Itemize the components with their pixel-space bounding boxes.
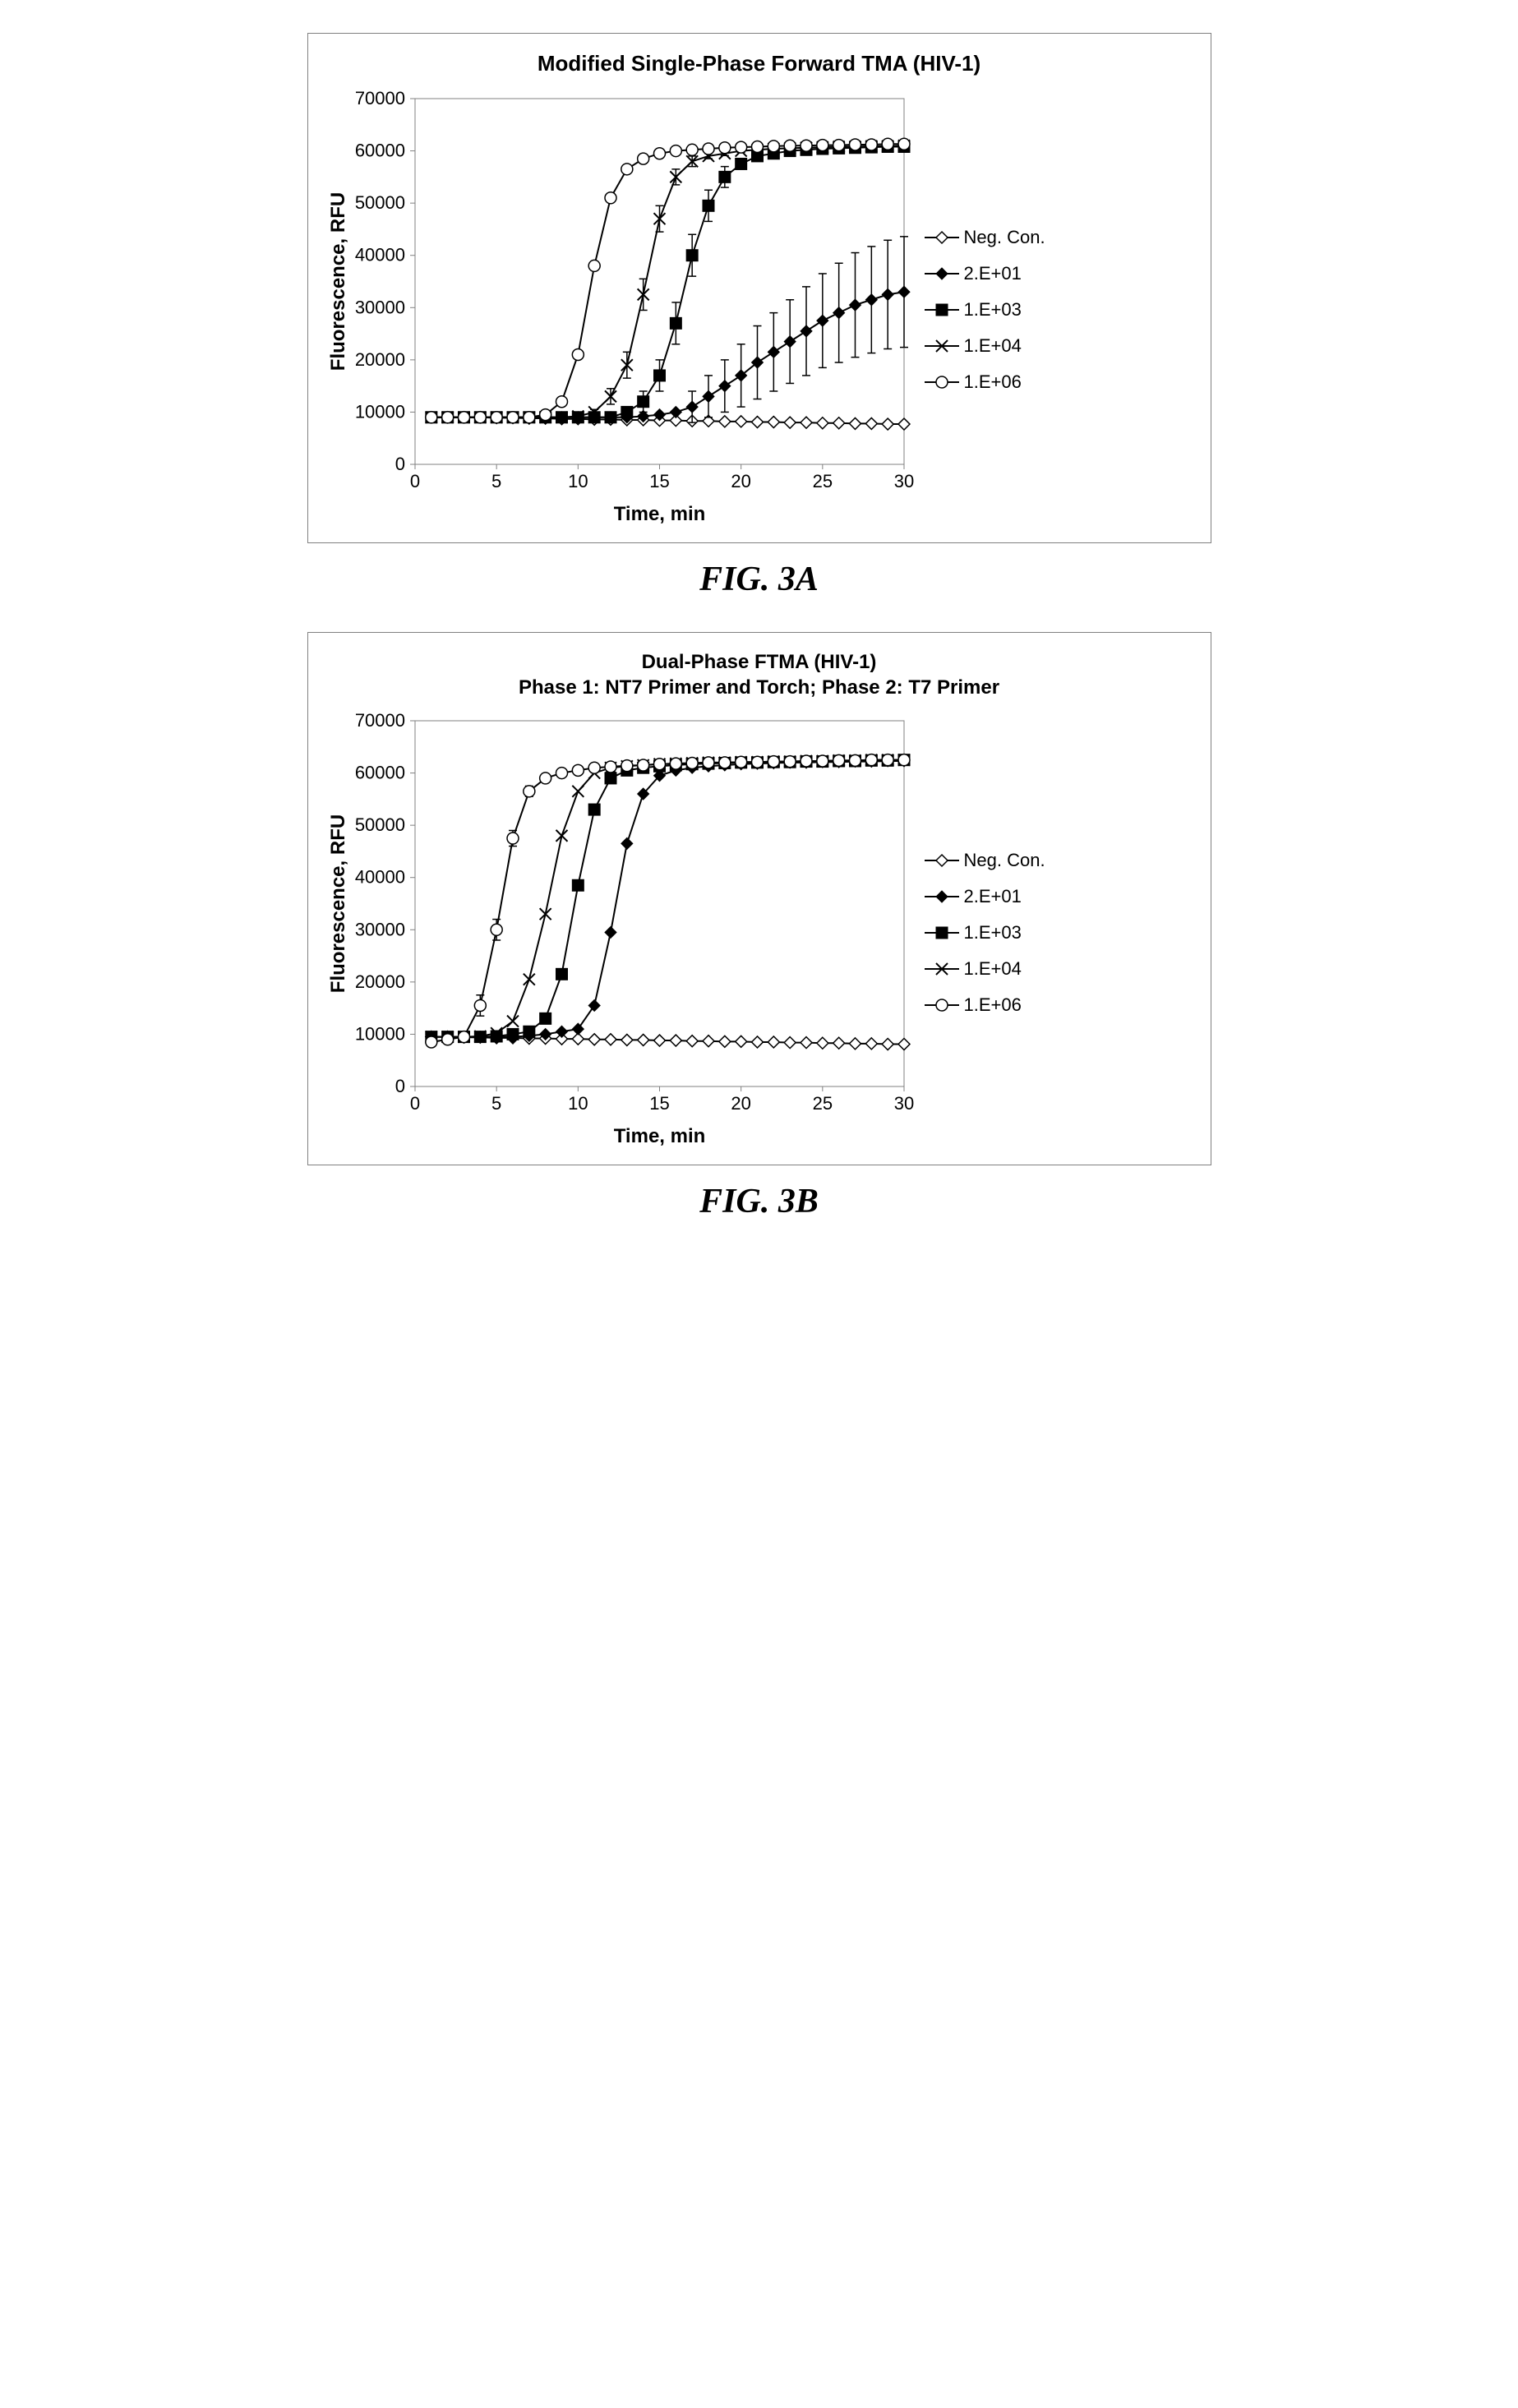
title-line-1: Dual-Phase FTMA (HIV-1) bbox=[642, 651, 877, 673]
figure-3b: Dual-Phase FTMA (HIV-1) Phase 1: NT7 Pri… bbox=[307, 632, 1211, 1221]
svg-text:30: 30 bbox=[893, 1093, 913, 1114]
legend-marker-icon bbox=[925, 999, 959, 1012]
svg-text:10: 10 bbox=[568, 1093, 588, 1114]
svg-text:Time, min: Time, min bbox=[613, 1125, 705, 1147]
chart-title-a: Modified Single-Phase Forward TMA (HIV-1… bbox=[538, 50, 980, 78]
svg-text:0: 0 bbox=[394, 454, 404, 474]
chart-row-a: 0 5 10 15 20 25 30 0 10000 20000 30000 40000 50000 60… bbox=[325, 86, 1194, 534]
legend-marker-icon bbox=[925, 303, 959, 316]
title-line-2: Phase 1: NT7 Primer and Torch; Phase 2: … bbox=[519, 676, 999, 699]
legend-item: 1.E+03 bbox=[925, 922, 1045, 943]
legend-label: 1.E+06 bbox=[964, 994, 1022, 1016]
svg-text:10: 10 bbox=[568, 471, 588, 491]
svg-text:20: 20 bbox=[731, 1093, 750, 1114]
svg-text:25: 25 bbox=[812, 1093, 832, 1114]
title-line-1: Modified Single-Phase Forward TMA (HIV-1… bbox=[538, 51, 980, 76]
chart-frame-b: Dual-Phase FTMA (HIV-1) Phase 1: NT7 Pri… bbox=[307, 632, 1211, 1165]
legend-a: Neg. Con. 2.E+01 1.E+03 1.E+04 bbox=[925, 227, 1045, 393]
figure-caption-a: FIG. 3A bbox=[699, 560, 819, 599]
svg-text:Time, min: Time, min bbox=[613, 503, 705, 525]
svg-text:20000: 20000 bbox=[354, 349, 404, 370]
legend-label: 1.E+03 bbox=[964, 922, 1022, 943]
legend-label: 1.E+03 bbox=[964, 299, 1022, 321]
chart-title-b: Dual-Phase FTMA (HIV-1) Phase 1: NT7 Pri… bbox=[519, 649, 999, 700]
legend-label: 2.E+01 bbox=[964, 886, 1022, 907]
svg-text:30: 30 bbox=[893, 471, 913, 491]
svg-text:30000: 30000 bbox=[354, 297, 404, 317]
figure-caption-b: FIG. 3B bbox=[699, 1182, 819, 1221]
svg-text:70000: 70000 bbox=[354, 710, 404, 731]
svg-text:15: 15 bbox=[649, 471, 669, 491]
svg-text:25: 25 bbox=[812, 471, 832, 491]
legend-label: 1.E+04 bbox=[964, 958, 1022, 980]
legend-item: 1.E+06 bbox=[925, 371, 1045, 393]
legend-marker-icon bbox=[925, 854, 959, 867]
svg-text:40000: 40000 bbox=[354, 245, 404, 265]
legend-label: 1.E+04 bbox=[964, 335, 1022, 357]
svg-text:60000: 60000 bbox=[354, 763, 404, 783]
legend-item: Neg. Con. bbox=[925, 227, 1045, 248]
legend-marker-icon bbox=[925, 376, 959, 389]
legend-label: Neg. Con. bbox=[964, 850, 1045, 871]
svg-text:70000: 70000 bbox=[354, 88, 404, 108]
legend-item: 2.E+01 bbox=[925, 886, 1045, 907]
legend-label: 2.E+01 bbox=[964, 263, 1022, 284]
legend-item: 1.E+04 bbox=[925, 958, 1045, 980]
svg-text:30000: 30000 bbox=[354, 919, 404, 939]
legend-item: 1.E+06 bbox=[925, 994, 1045, 1016]
svg-text:10000: 10000 bbox=[354, 1024, 404, 1045]
legend-marker-icon bbox=[925, 231, 959, 244]
svg-text:20: 20 bbox=[731, 471, 750, 491]
svg-text:0: 0 bbox=[409, 1093, 419, 1114]
svg-text:50000: 50000 bbox=[354, 192, 404, 213]
svg-text:60000: 60000 bbox=[354, 140, 404, 160]
legend-item: Neg. Con. bbox=[925, 850, 1045, 871]
svg-text:20000: 20000 bbox=[354, 971, 404, 992]
svg-text:15: 15 bbox=[649, 1093, 669, 1114]
chart-frame-a: Modified Single-Phase Forward TMA (HIV-1… bbox=[307, 33, 1211, 543]
chart-row-b: 0 5 10 15 20 25 30 0 10000 20000 30000 40000 50000 60… bbox=[325, 708, 1194, 1156]
legend-marker-icon bbox=[925, 926, 959, 939]
legend-item: 1.E+04 bbox=[925, 335, 1045, 357]
legend-marker-icon bbox=[925, 890, 959, 903]
svg-text:10000: 10000 bbox=[354, 401, 404, 422]
svg-text:0: 0 bbox=[394, 1076, 404, 1096]
svg-text:50000: 50000 bbox=[354, 814, 404, 835]
chart-plot-a: 0 5 10 15 20 25 30 0 10000 20000 30000 40000 50000 60… bbox=[325, 86, 916, 534]
svg-text:0: 0 bbox=[409, 471, 419, 491]
legend-item: 2.E+01 bbox=[925, 263, 1045, 284]
legend-marker-icon bbox=[925, 339, 959, 353]
legend-label: Neg. Con. bbox=[964, 227, 1045, 248]
chart-plot-b: 0 5 10 15 20 25 30 0 10000 20000 30000 40000 50000 60… bbox=[325, 708, 916, 1156]
svg-text:Fluorescence, RFU: Fluorescence, RFU bbox=[327, 814, 349, 993]
svg-text:5: 5 bbox=[491, 471, 501, 491]
legend-marker-icon bbox=[925, 267, 959, 280]
legend-b: Neg. Con. 2.E+01 1.E+03 1.E+04 bbox=[925, 850, 1045, 1016]
legend-item: 1.E+03 bbox=[925, 299, 1045, 321]
svg-text:40000: 40000 bbox=[354, 867, 404, 888]
legend-marker-icon bbox=[925, 962, 959, 976]
svg-text:5: 5 bbox=[491, 1093, 501, 1114]
legend-label: 1.E+06 bbox=[964, 371, 1022, 393]
svg-text:Fluorescence, RFU: Fluorescence, RFU bbox=[327, 192, 349, 371]
figure-3a: Modified Single-Phase Forward TMA (HIV-1… bbox=[307, 33, 1211, 599]
